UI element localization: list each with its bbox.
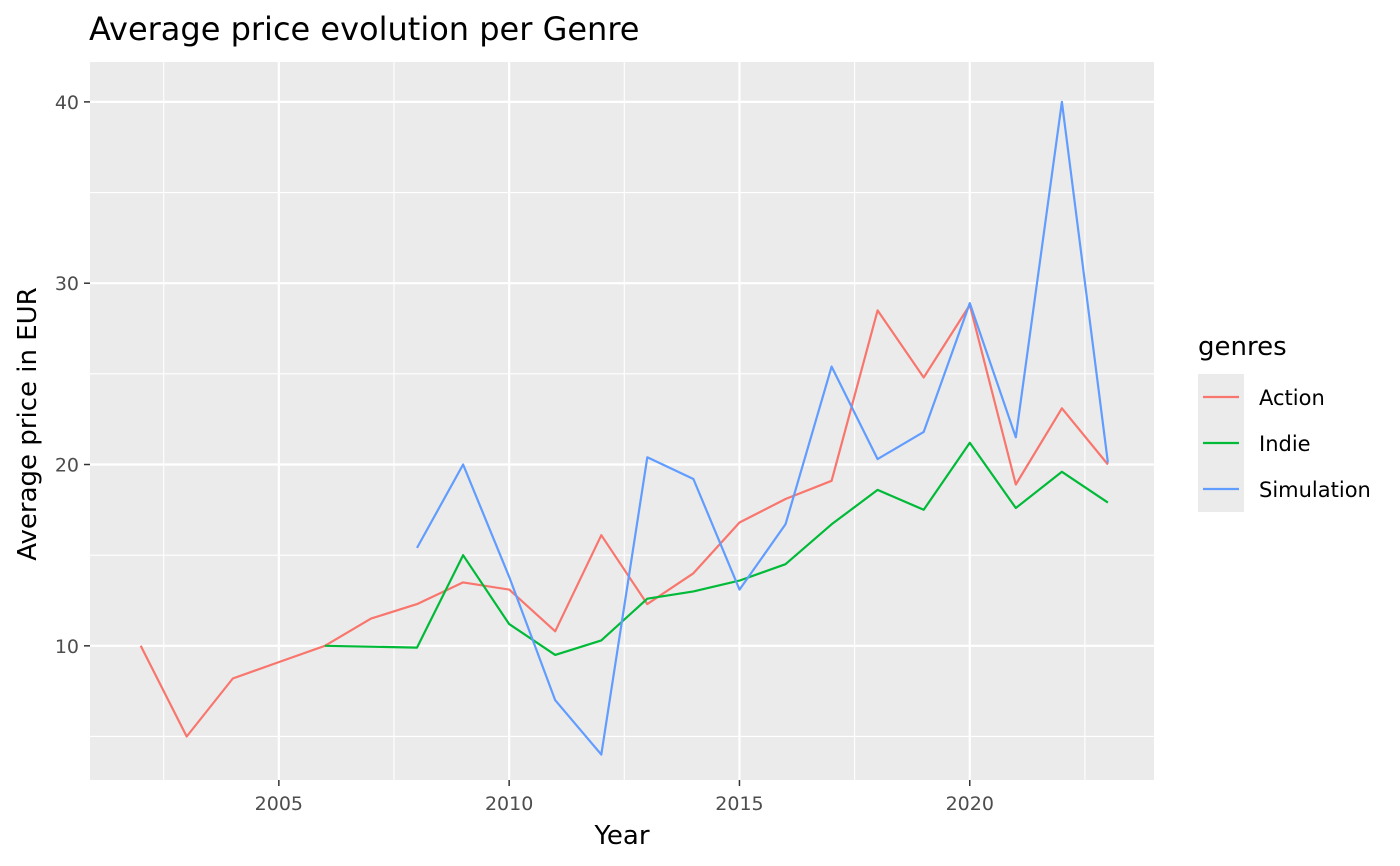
legend-label-indie: Indie [1259, 432, 1311, 456]
legend-label-action: Action [1259, 386, 1325, 410]
y-tick-label: 40 [55, 92, 79, 114]
legend-title: genres [1198, 332, 1287, 362]
series-line-simulation [416, 100, 1109, 756]
series-line-action [139, 303, 1109, 738]
y-axis-title: Average price in EUR [13, 287, 43, 561]
x-tick-label: 2020 [946, 793, 994, 815]
y-tick-label: 20 [55, 455, 79, 477]
legend: genres Action Indie Simulation [1198, 332, 1371, 512]
y-tick-label: 10 [55, 636, 79, 658]
major-gridlines [90, 62, 1154, 780]
x-axis: 2005 2010 2015 2020 [255, 780, 994, 815]
x-axis-title: Year [593, 821, 649, 851]
legend-label-simulation: Simulation [1259, 478, 1371, 502]
x-tick-label: 2005 [255, 793, 303, 815]
x-tick-label: 2015 [715, 793, 763, 815]
y-axis: 10 20 30 40 [55, 92, 90, 658]
x-tick-label: 2010 [485, 793, 533, 815]
plot-background [90, 62, 1154, 780]
chart-title: Average price evolution per Genre [89, 10, 639, 48]
legend-keys: Action Indie Simulation [1198, 374, 1371, 512]
y-tick-label: 30 [55, 273, 79, 295]
series-lines [139, 100, 1109, 756]
series-line-indie [324, 441, 1109, 657]
minor-gridlines [90, 62, 1154, 780]
